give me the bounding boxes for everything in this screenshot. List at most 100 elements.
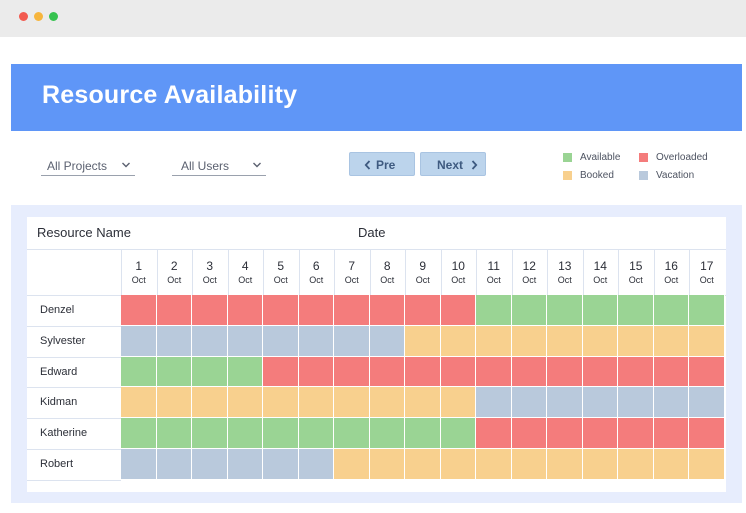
availability-cell[interactable] — [618, 325, 654, 357]
availability-cell[interactable] — [334, 387, 370, 419]
projects-dropdown[interactable]: All Projects — [41, 157, 135, 176]
availability-cell[interactable] — [192, 418, 228, 449]
availability-cell[interactable] — [618, 418, 654, 449]
availability-cell[interactable] — [263, 387, 299, 419]
availability-cell[interactable] — [618, 356, 654, 388]
availability-cell[interactable] — [440, 387, 476, 419]
availability-cell[interactable] — [156, 325, 192, 357]
availability-cell[interactable] — [476, 449, 512, 480]
availability-cell[interactable] — [263, 418, 299, 449]
availability-cell[interactable] — [334, 325, 370, 357]
availability-cell[interactable] — [511, 356, 547, 388]
availability-cell[interactable] — [689, 295, 725, 326]
availability-cell[interactable] — [227, 295, 263, 326]
availability-cell[interactable] — [618, 449, 654, 480]
availability-cell[interactable] — [227, 356, 263, 388]
availability-cell[interactable] — [689, 356, 725, 388]
availability-cell[interactable] — [334, 295, 370, 326]
availability-cell[interactable] — [618, 295, 654, 326]
availability-cell[interactable] — [405, 356, 441, 388]
minimize-window-button[interactable] — [34, 12, 43, 21]
users-dropdown[interactable]: All Users — [172, 157, 266, 176]
availability-cell[interactable] — [511, 295, 547, 326]
availability-cell[interactable] — [547, 325, 583, 357]
availability-cell[interactable] — [689, 387, 725, 419]
availability-cell[interactable] — [405, 449, 441, 480]
availability-cell[interactable] — [440, 418, 476, 449]
availability-cell[interactable] — [298, 325, 334, 357]
availability-cell[interactable] — [511, 418, 547, 449]
availability-cell[interactable] — [334, 418, 370, 449]
availability-cell[interactable] — [121, 325, 157, 357]
availability-cell[interactable] — [440, 449, 476, 480]
availability-cell[interactable] — [369, 418, 405, 449]
availability-cell[interactable] — [582, 356, 618, 388]
availability-cell[interactable] — [121, 295, 157, 326]
availability-cell[interactable] — [156, 387, 192, 419]
availability-cell[interactable] — [192, 387, 228, 419]
availability-cell[interactable] — [227, 418, 263, 449]
availability-cell[interactable] — [156, 418, 192, 449]
maximize-window-button[interactable] — [49, 12, 58, 21]
availability-cell[interactable] — [263, 295, 299, 326]
availability-cell[interactable] — [369, 449, 405, 480]
availability-cell[interactable] — [334, 449, 370, 480]
availability-cell[interactable] — [298, 356, 334, 388]
availability-cell[interactable] — [369, 325, 405, 357]
availability-cell[interactable] — [369, 387, 405, 419]
availability-cell[interactable] — [689, 449, 725, 480]
availability-cell[interactable] — [121, 449, 157, 480]
availability-cell[interactable] — [653, 356, 689, 388]
availability-cell[interactable] — [192, 295, 228, 326]
availability-cell[interactable] — [440, 356, 476, 388]
availability-cell[interactable] — [476, 325, 512, 357]
availability-cell[interactable] — [121, 356, 157, 388]
availability-cell[interactable] — [582, 418, 618, 449]
availability-cell[interactable] — [334, 356, 370, 388]
availability-cell[interactable] — [298, 418, 334, 449]
availability-cell[interactable] — [582, 295, 618, 326]
availability-cell[interactable] — [156, 295, 192, 326]
availability-cell[interactable] — [582, 387, 618, 419]
availability-cell[interactable] — [653, 387, 689, 419]
availability-cell[interactable] — [369, 356, 405, 388]
availability-cell[interactable] — [440, 325, 476, 357]
availability-cell[interactable] — [156, 449, 192, 480]
availability-cell[interactable] — [476, 295, 512, 326]
close-window-button[interactable] — [19, 12, 28, 21]
availability-cell[interactable] — [653, 295, 689, 326]
availability-cell[interactable] — [476, 387, 512, 419]
availability-cell[interactable] — [653, 449, 689, 480]
availability-cell[interactable] — [298, 295, 334, 326]
availability-cell[interactable] — [121, 387, 157, 419]
availability-cell[interactable] — [227, 325, 263, 357]
availability-cell[interactable] — [405, 387, 441, 419]
availability-cell[interactable] — [405, 418, 441, 449]
availability-cell[interactable] — [405, 325, 441, 357]
availability-cell[interactable] — [511, 449, 547, 480]
availability-cell[interactable] — [653, 325, 689, 357]
availability-cell[interactable] — [476, 356, 512, 388]
availability-cell[interactable] — [263, 449, 299, 480]
availability-cell[interactable] — [369, 295, 405, 326]
availability-cell[interactable] — [298, 449, 334, 480]
availability-cell[interactable] — [192, 325, 228, 357]
availability-cell[interactable] — [227, 387, 263, 419]
availability-cell[interactable] — [263, 325, 299, 357]
availability-cell[interactable] — [227, 449, 263, 480]
availability-cell[interactable] — [192, 449, 228, 480]
availability-cell[interactable] — [121, 418, 157, 449]
availability-cell[interactable] — [440, 295, 476, 326]
availability-cell[interactable] — [511, 325, 547, 357]
availability-cell[interactable] — [476, 418, 512, 449]
availability-cell[interactable] — [547, 387, 583, 419]
availability-cell[interactable] — [582, 449, 618, 480]
availability-cell[interactable] — [405, 295, 441, 326]
previous-button[interactable]: Pre — [349, 152, 415, 176]
availability-cell[interactable] — [689, 325, 725, 357]
availability-cell[interactable] — [547, 418, 583, 449]
availability-cell[interactable] — [547, 449, 583, 480]
availability-cell[interactable] — [156, 356, 192, 388]
availability-cell[interactable] — [689, 418, 725, 449]
availability-cell[interactable] — [653, 418, 689, 449]
